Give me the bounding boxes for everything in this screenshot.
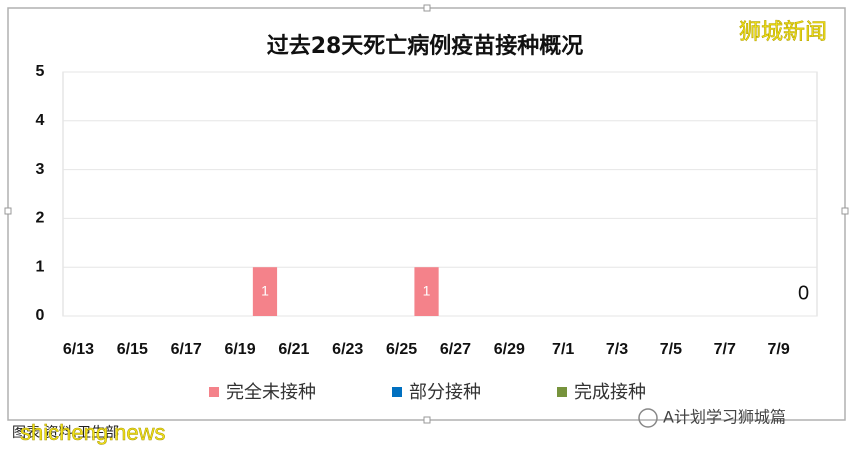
x-tick-label: 6/27 — [440, 341, 471, 358]
x-tick-label: 6/25 — [386, 341, 417, 358]
chart-title: 过去28天死亡病例疫苗接种概况 — [267, 33, 584, 59]
x-tick-label: 6/29 — [494, 341, 525, 358]
handle — [4, 207, 12, 215]
watermark: 狮城新闻 — [739, 20, 827, 45]
x-tick-label: 6/23 — [332, 341, 363, 358]
bar — [252, 267, 278, 316]
y-tick-label: 3 — [36, 161, 45, 178]
handle — [423, 4, 431, 12]
x-tick-label: 6/15 — [117, 341, 148, 358]
y-tick-label: 5 — [36, 63, 45, 80]
account-name: A计划学习狮城篇 — [663, 408, 786, 427]
data-label: 1 — [261, 282, 269, 298]
bar — [414, 267, 439, 316]
legend-label: 完全未接种 — [226, 382, 316, 403]
handle — [841, 207, 849, 215]
legend-swatch — [392, 387, 402, 397]
data-label: 0 — [798, 282, 809, 304]
handle — [423, 416, 431, 424]
x-tick-label: 7/1 — [552, 341, 574, 358]
y-tick-label: 0 — [36, 307, 45, 324]
y-tick-label: 2 — [36, 210, 45, 227]
x-tick-label: 6/17 — [171, 341, 202, 358]
y-tick-label: 4 — [36, 112, 45, 129]
legend-label: 部分接种 — [409, 382, 481, 403]
x-tick-label: 6/21 — [278, 341, 309, 358]
x-tick-label: 7/7 — [714, 341, 736, 358]
x-tick-label: 7/5 — [660, 341, 682, 358]
legend-swatch — [209, 387, 219, 397]
legend-label: 完成接种 — [574, 382, 646, 403]
source-note: 图表 资料:卫生部 — [12, 425, 119, 441]
x-tick-label: 6/13 — [63, 341, 94, 358]
wechat-icon — [638, 408, 658, 428]
x-tick-label: 7/3 — [606, 341, 628, 358]
legend-swatch — [557, 387, 567, 397]
data-label: 1 — [423, 282, 431, 298]
x-tick-label: 7/9 — [767, 341, 789, 358]
site-watermark: shicheng.news — [20, 420, 166, 445]
y-tick-label: 1 — [36, 258, 45, 275]
chart-frame — [7, 7, 846, 421]
x-tick-label: 6/19 — [224, 341, 255, 358]
